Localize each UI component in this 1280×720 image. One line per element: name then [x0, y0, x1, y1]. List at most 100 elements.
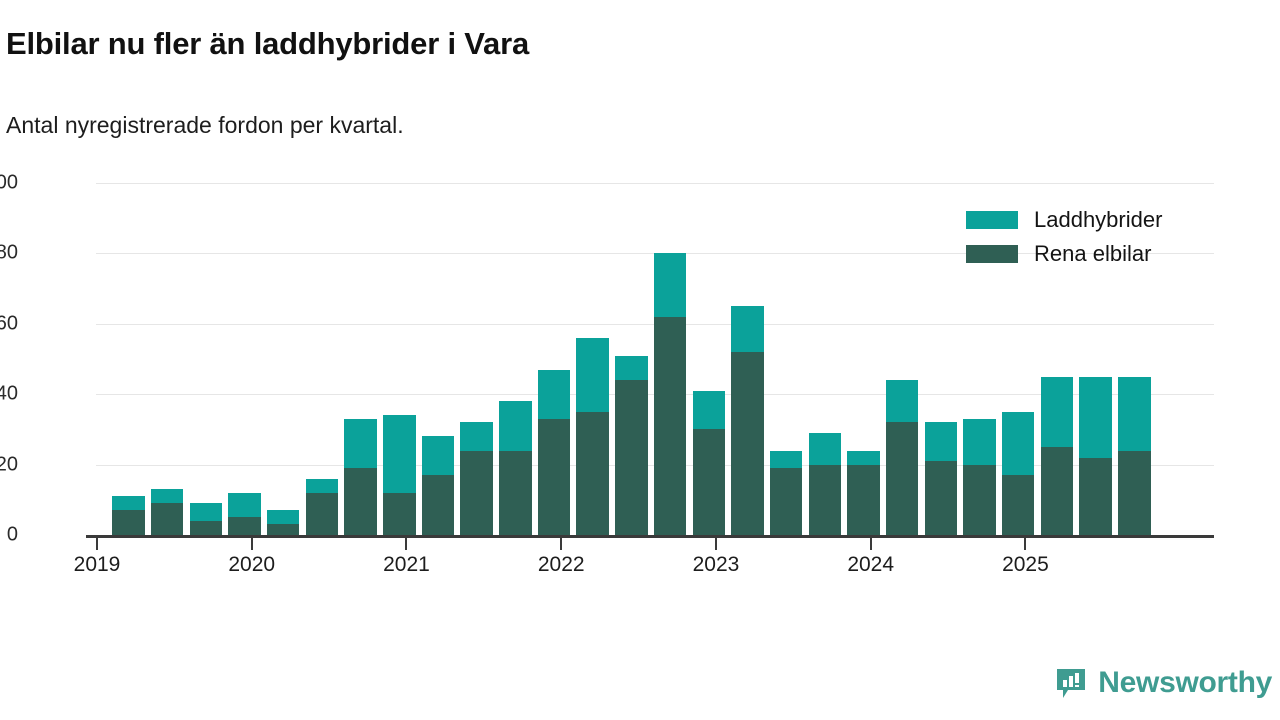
legend-item-laddhybrider[interactable]: Laddhybrider — [966, 203, 1162, 237]
page-title: Elbilar nu fler än laddhybrider i Vara — [6, 26, 530, 61]
plot-area: 0 20 40 60 80 100 — [0, 172, 1214, 546]
bar-group[interactable] — [692, 390, 725, 535]
y-tick-label-20: 20 — [0, 453, 18, 476]
bar-group[interactable] — [1002, 411, 1035, 535]
bar-group[interactable] — [537, 369, 571, 535]
bar-group[interactable] — [499, 401, 532, 535]
x-axis: 2019 2020 2021 2022 2023 2024 2025 — [74, 535, 1214, 590]
bar-segment-rena-elbilar — [189, 520, 223, 535]
bar-segment-rena-elbilar — [266, 524, 300, 535]
legend-label-laddhybrider: Laddhybrider — [1034, 207, 1163, 232]
chart-legend: Laddhybrider Rena elbilar — [966, 203, 1162, 271]
x-tick-label-2024: 2024 — [847, 553, 895, 576]
bar-group[interactable] — [808, 432, 842, 535]
bar-segment-laddhybrider — [460, 422, 493, 451]
bar-group[interactable] — [344, 418, 377, 535]
bar-segment-laddhybrider — [421, 436, 455, 476]
bar-group[interactable] — [653, 253, 687, 535]
legend-label-rena-elbilar: Rena elbilar — [1034, 241, 1152, 266]
bar-segment-laddhybrider — [692, 390, 725, 430]
bar-segment-rena-elbilar — [344, 468, 377, 535]
y-tick-label-60: 60 — [0, 312, 18, 335]
bar-segment-laddhybrider — [963, 418, 996, 465]
bar-segment-laddhybrider — [769, 450, 803, 469]
bar-group[interactable] — [924, 422, 958, 535]
x-tick-2022 — [560, 538, 563, 550]
bar-segment-rena-elbilar — [1079, 457, 1112, 535]
bar-segment-rena-elbilar — [537, 418, 571, 535]
bar-segment-laddhybrider — [383, 415, 416, 493]
bars-layer — [96, 183, 1214, 535]
bar-segment-rena-elbilar — [576, 411, 609, 535]
bar-segment-laddhybrider — [1040, 376, 1074, 447]
bar-segment-rena-elbilar — [924, 461, 958, 535]
bar-segment-laddhybrider — [847, 450, 880, 465]
legend-swatch-laddhybrider — [966, 211, 1018, 229]
bar-segment-rena-elbilar — [112, 510, 145, 535]
bar-group[interactable] — [383, 415, 416, 535]
bar-segment-rena-elbilar — [653, 316, 687, 535]
bar-segment-rena-elbilar — [885, 422, 919, 535]
bar-group[interactable] — [460, 422, 493, 535]
bar-segment-laddhybrider — [653, 253, 687, 317]
bar-segment-laddhybrider — [150, 489, 184, 504]
bar-group[interactable] — [305, 478, 339, 535]
y-tick-label-0: 0 — [6, 523, 18, 546]
bar-segment-rena-elbilar — [305, 492, 339, 535]
bar-group[interactable] — [189, 503, 223, 535]
x-tick-2025 — [1024, 538, 1027, 550]
x-tick-2019 — [96, 538, 98, 550]
bar-segment-rena-elbilar — [963, 464, 996, 535]
bar-group[interactable] — [266, 510, 300, 535]
bar-group[interactable] — [576, 337, 609, 535]
bar-segment-laddhybrider — [228, 492, 261, 518]
x-tick-label-2023: 2023 — [692, 553, 740, 576]
y-tick-label-100: 100 — [0, 171, 18, 194]
brand-name: Newsworthy — [1098, 666, 1272, 699]
y-tick-label-40: 40 — [0, 382, 18, 405]
x-tick-label-2019: 2019 — [73, 553, 121, 576]
bar-segment-laddhybrider — [499, 401, 532, 451]
bar-group[interactable] — [615, 355, 648, 535]
y-tick-label-80: 80 — [0, 241, 18, 264]
bar-segment-laddhybrider — [1079, 376, 1112, 458]
bar-group[interactable] — [1118, 376, 1151, 535]
bar-group[interactable] — [150, 489, 184, 535]
bar-group[interactable] — [112, 496, 145, 535]
x-tick-label-2021: 2021 — [383, 553, 430, 576]
bar-segment-rena-elbilar — [1118, 450, 1151, 535]
bar-segment-rena-elbilar — [228, 517, 261, 535]
legend-swatch-rena-elbilar — [966, 245, 1018, 263]
bar-group[interactable] — [1040, 376, 1074, 535]
bar-segment-laddhybrider — [576, 337, 609, 412]
bar-group[interactable] — [731, 306, 764, 535]
bar-group[interactable] — [847, 450, 880, 535]
bar-group[interactable] — [885, 380, 919, 535]
bar-segment-laddhybrider — [112, 496, 145, 511]
bar-segment-laddhybrider — [885, 380, 919, 423]
brand-logo[interactable]: Newsworthy — [1054, 666, 1272, 700]
bar-group[interactable] — [1079, 376, 1112, 535]
gridline-100 — [96, 183, 1214, 184]
bar-segment-laddhybrider — [808, 432, 842, 465]
bar-segment-rena-elbilar — [769, 468, 803, 535]
bar-segment-rena-elbilar — [692, 429, 725, 535]
bar-segment-rena-elbilar — [150, 503, 184, 535]
bar-segment-laddhybrider — [731, 306, 764, 352]
bar-segment-rena-elbilar — [460, 450, 493, 535]
bar-group[interactable] — [228, 492, 261, 535]
bar-segment-rena-elbilar — [421, 475, 455, 535]
axis-baseline — [86, 535, 1214, 538]
bar-group[interactable] — [769, 450, 803, 535]
bar-group[interactable] — [421, 436, 455, 535]
x-tick-label-2020: 2020 — [228, 553, 276, 576]
bar-segment-laddhybrider — [615, 355, 648, 381]
bar-segment-rena-elbilar — [808, 464, 842, 535]
legend-item-rena-elbilar[interactable]: Rena elbilar — [966, 237, 1162, 271]
bar-segment-rena-elbilar — [1002, 475, 1035, 535]
bar-chart-bubble-icon — [1054, 666, 1088, 700]
x-tick-label-2022: 2022 — [537, 553, 585, 576]
bar-group[interactable] — [963, 418, 996, 535]
x-tick-2023 — [714, 538, 717, 550]
